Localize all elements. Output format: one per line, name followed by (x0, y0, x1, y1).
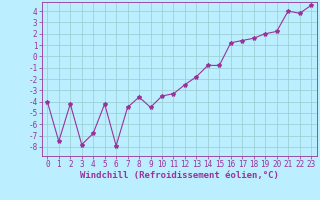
X-axis label: Windchill (Refroidissement éolien,°C): Windchill (Refroidissement éolien,°C) (80, 171, 279, 180)
